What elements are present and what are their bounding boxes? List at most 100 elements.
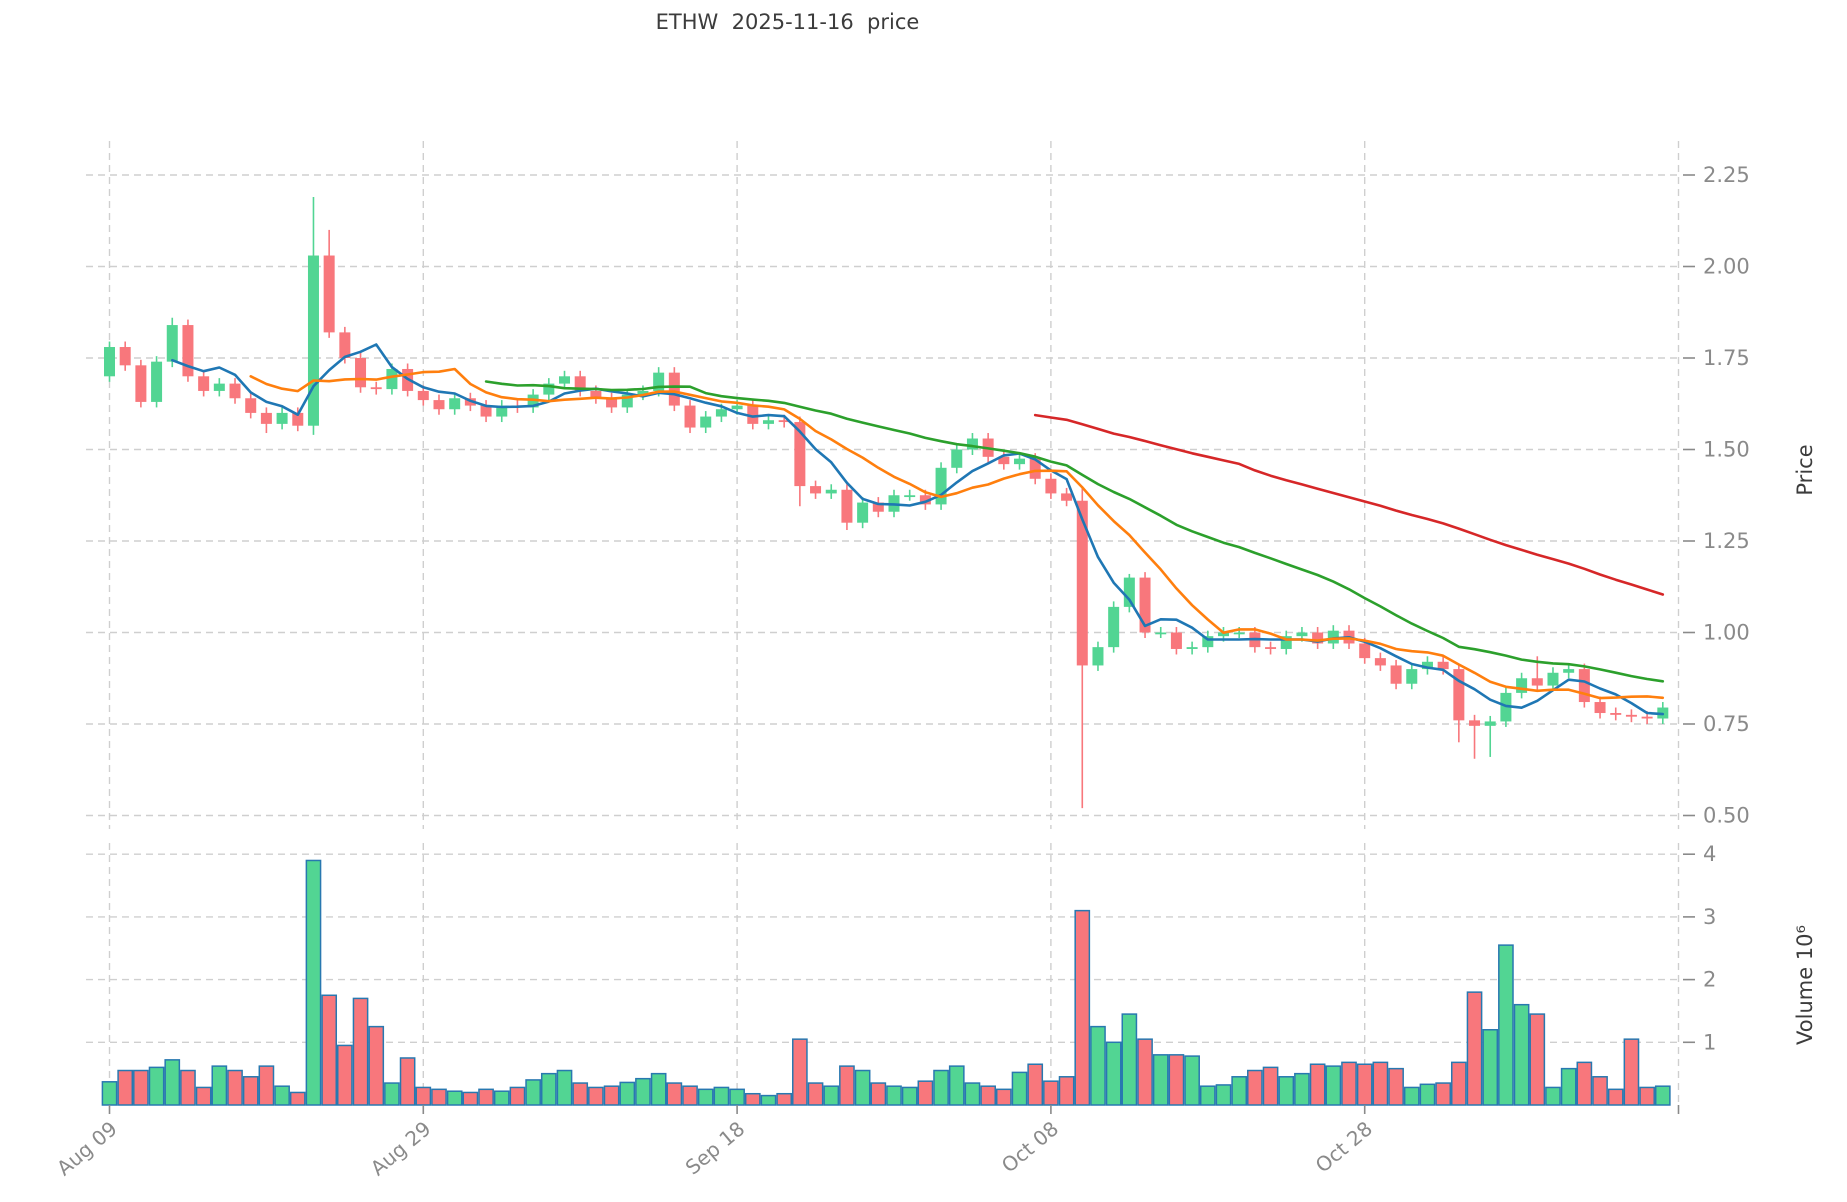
volume-bar (462, 1091, 479, 1106)
candle-body (292, 412, 304, 426)
candle-body (1139, 577, 1151, 633)
volume-bar (603, 1085, 620, 1106)
volume-bar (1403, 1086, 1420, 1106)
volume-bar (1184, 1055, 1200, 1106)
volume-bar (964, 1082, 981, 1106)
price-tick-label: 1.50 (1703, 438, 1750, 462)
candle-body (810, 486, 822, 494)
volume-bar (901, 1086, 918, 1106)
candle-body (935, 467, 947, 505)
volume-bar (886, 1085, 902, 1106)
volume-bar (133, 1069, 149, 1106)
candle-body (1641, 716, 1653, 719)
volume-bar (980, 1085, 996, 1106)
candle-body (213, 383, 225, 391)
volume-bar (368, 1025, 385, 1106)
candle-body (1029, 458, 1041, 479)
volume-bar (650, 1072, 667, 1106)
candle-body (872, 502, 884, 512)
volume-bar (1513, 1003, 1530, 1106)
volume-bar (1152, 1054, 1169, 1106)
candle-body (998, 456, 1010, 465)
volume-bar (446, 1090, 463, 1106)
candle-body (1076, 500, 1088, 666)
volume-bar (760, 1094, 777, 1106)
candle-body (119, 347, 131, 366)
volume-bar (1529, 1013, 1546, 1106)
volume-bar (1309, 1063, 1326, 1106)
candle-body (668, 372, 680, 406)
x-tick-label: Aug 29 (366, 1116, 436, 1180)
volume-bar (588, 1086, 604, 1106)
volume-bar (744, 1092, 761, 1106)
candle-body (621, 394, 633, 408)
volume-bar (1639, 1086, 1655, 1106)
volume-bar (305, 859, 322, 1106)
candle-body (1359, 643, 1371, 659)
volume-bar (117, 1069, 134, 1106)
candle-body (245, 398, 257, 413)
candle-body (590, 390, 602, 399)
volume-bar (1372, 1061, 1389, 1106)
candle-body (355, 358, 367, 388)
candle-body (1108, 606, 1120, 648)
volume-bar (1341, 1061, 1357, 1106)
volume-tick-label: 1 (1703, 1030, 1716, 1054)
volume-bar (1278, 1076, 1295, 1106)
candle-body (1374, 658, 1386, 666)
candle-body (857, 502, 869, 523)
candle-body (731, 405, 743, 410)
volume-bar (556, 1069, 573, 1106)
candle-body (794, 422, 806, 487)
volume-bar (729, 1088, 745, 1106)
candle-body (339, 332, 351, 358)
candle-body (386, 368, 398, 390)
volume-bar (1074, 909, 1091, 1106)
price-tick-label: 2.25 (1703, 163, 1750, 187)
volume-bar (1168, 1054, 1185, 1106)
candle-body (841, 489, 853, 523)
candle-body (559, 376, 571, 384)
candle-body (1437, 661, 1449, 670)
candle-body (1421, 661, 1433, 670)
candle-body (449, 398, 461, 410)
volume-bar (1262, 1066, 1279, 1106)
candle-body (307, 255, 319, 426)
candle-body (370, 387, 382, 390)
candle-body (700, 416, 712, 428)
volume-bar (337, 1044, 353, 1106)
candle-body (1217, 632, 1229, 637)
candle-body (1312, 632, 1324, 644)
candle-body (1170, 632, 1182, 649)
volume-bar (1199, 1085, 1216, 1106)
volume-bar (1356, 1063, 1373, 1106)
sma25-line (484, 380, 1665, 683)
volume-bar (384, 1082, 400, 1106)
volume-bar (1435, 1082, 1452, 1106)
candle-body (1484, 721, 1496, 726)
volume-bar (1576, 1061, 1593, 1106)
volume-tick-label: 3 (1703, 905, 1716, 929)
volume-bar (1121, 1013, 1138, 1106)
candle-body (825, 489, 837, 494)
volume-bar (101, 1081, 118, 1106)
volume-bar (995, 1088, 1012, 1106)
candle-body (904, 495, 916, 498)
candle-body (1186, 647, 1198, 649)
candle-body (260, 412, 272, 424)
candle-body (1202, 636, 1214, 648)
candle-body (1233, 632, 1245, 635)
volume-bar (1027, 1063, 1044, 1106)
volume-tick-label: 2 (1703, 968, 1716, 992)
candle-body (417, 390, 429, 401)
volume-bar (1498, 944, 1514, 1106)
candle-body (1469, 720, 1481, 726)
volume-bar (1466, 991, 1483, 1106)
candle-body (276, 412, 288, 424)
volume-bar (227, 1069, 243, 1106)
candle-body (919, 495, 931, 505)
volume-bar (682, 1085, 698, 1106)
volume-bar (258, 1065, 275, 1106)
candle-body (762, 420, 774, 424)
